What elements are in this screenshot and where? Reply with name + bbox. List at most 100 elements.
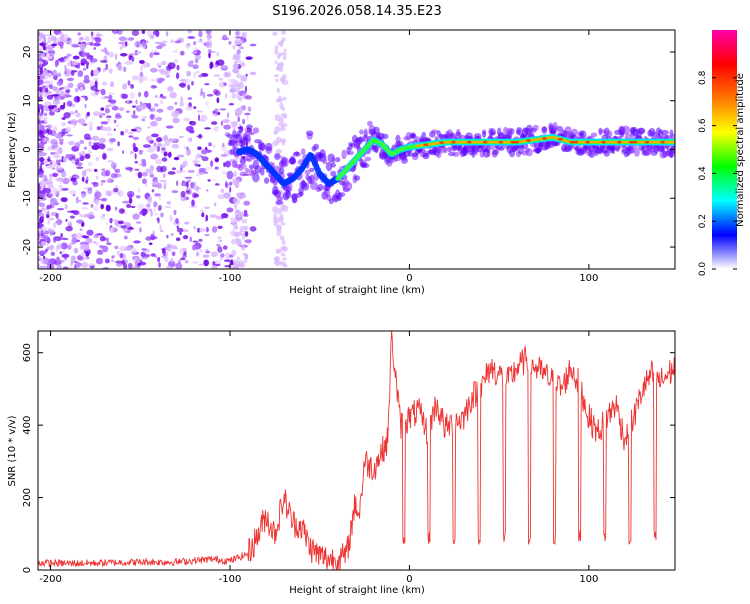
noise-blob: [230, 238, 237, 245]
noise-blob: [92, 181, 99, 188]
noise-blob: [56, 38, 63, 42]
noise-blob: [185, 78, 191, 84]
noise-blob: [38, 222, 43, 229]
noise-blob: [75, 162, 83, 167]
noise-blob: [214, 166, 219, 170]
noise-blob: [236, 49, 241, 55]
noise-blob: [111, 255, 115, 259]
noise-blob: [133, 258, 141, 264]
noise-blob: [117, 220, 124, 225]
noise-blob: [221, 213, 224, 220]
noise-blob: [62, 156, 67, 163]
noise-blob: [135, 263, 138, 266]
noise-blob: [196, 110, 203, 113]
ridge-peak: [612, 140, 619, 144]
noise-blob: [276, 87, 280, 94]
noise-blob: [78, 42, 82, 45]
noise-blob: [156, 62, 163, 67]
ridge-halo: [637, 127, 646, 135]
noise-blob: [204, 41, 213, 49]
noise-blob: [105, 222, 109, 226]
noise-blob: [75, 112, 81, 118]
noise-blob: [141, 30, 146, 35]
ridge-halo: [400, 156, 408, 164]
noise-blob: [158, 43, 167, 47]
noise-blob: [124, 128, 129, 134]
noise-blob: [135, 195, 141, 199]
noise-blob: [38, 120, 41, 124]
noise-blob: [281, 30, 286, 35]
noise-blob: [38, 124, 41, 130]
noise-blob: [52, 151, 57, 154]
noise-blob: [149, 113, 155, 120]
noise-blob: [179, 232, 182, 235]
noise-blob: [246, 96, 253, 101]
noise-blob: [195, 154, 198, 160]
noise-blob: [87, 214, 95, 220]
noise-blob: [174, 101, 178, 105]
ridge-halo: [335, 156, 341, 163]
noise-blob: [82, 202, 89, 205]
noise-blob: [63, 112, 71, 119]
noise-blob: [156, 165, 163, 173]
noise-blob: [150, 153, 159, 160]
noise-blob: [51, 104, 58, 108]
noise-blob: [94, 80, 98, 88]
noise-blob: [88, 120, 93, 128]
ridge-halo: [275, 200, 284, 205]
noise-blob: [206, 33, 212, 40]
noise-blob: [45, 248, 48, 253]
noise-blob: [94, 192, 98, 199]
noise-blob: [244, 231, 249, 237]
noise-blob: [156, 108, 164, 113]
noise-blob: [182, 160, 188, 167]
noise-blob: [140, 102, 147, 110]
noise-blob: [141, 118, 146, 122]
noise-blob: [191, 199, 195, 207]
noise-blob: [77, 70, 84, 77]
noise-blob: [53, 125, 58, 132]
noise-blob: [232, 44, 236, 50]
ridge-peak: [609, 140, 615, 144]
noise-blob: [51, 167, 56, 170]
noise-blob: [128, 197, 133, 204]
noise-blob: [106, 115, 112, 119]
noise-blob: [153, 206, 156, 213]
noise-blob: [141, 171, 148, 177]
noise-blob: [104, 258, 110, 264]
ridge-halo: [651, 131, 658, 140]
noise-blob: [75, 232, 83, 239]
ridge-halo: [243, 134, 252, 143]
ridge-halo: [330, 170, 337, 177]
noise-blob: [275, 78, 279, 83]
ridge-halo: [239, 171, 247, 177]
noise-blob: [193, 181, 196, 187]
ridge-halo: [347, 150, 355, 156]
noise-blob: [218, 239, 223, 243]
noise-blob: [212, 64, 219, 69]
noise-blob: [217, 225, 223, 230]
noise-blob: [186, 70, 191, 77]
noise-blob: [93, 42, 101, 47]
noise-blob: [111, 218, 116, 222]
noise-blob: [48, 84, 53, 88]
ridge-peak: [462, 140, 469, 144]
noise-blob: [88, 140, 92, 147]
noise-blob: [276, 208, 283, 215]
noise-blob: [178, 135, 184, 138]
noise-blob: [126, 204, 132, 208]
noise-blob: [235, 216, 242, 223]
noise-blob: [283, 48, 287, 53]
noise-blob: [167, 171, 176, 175]
noise-blob: [212, 261, 216, 266]
noise-blob: [88, 211, 94, 216]
noise-blob: [56, 72, 62, 77]
noise-blob: [137, 171, 143, 179]
noise-blob: [201, 212, 205, 218]
noise-blob: [46, 44, 53, 49]
noise-blob: [179, 101, 184, 107]
noise-blob: [59, 140, 64, 145]
noise-blob: [181, 181, 188, 187]
snr-x-tick-label: -200: [39, 574, 62, 585]
ridge-halo: [317, 183, 324, 191]
